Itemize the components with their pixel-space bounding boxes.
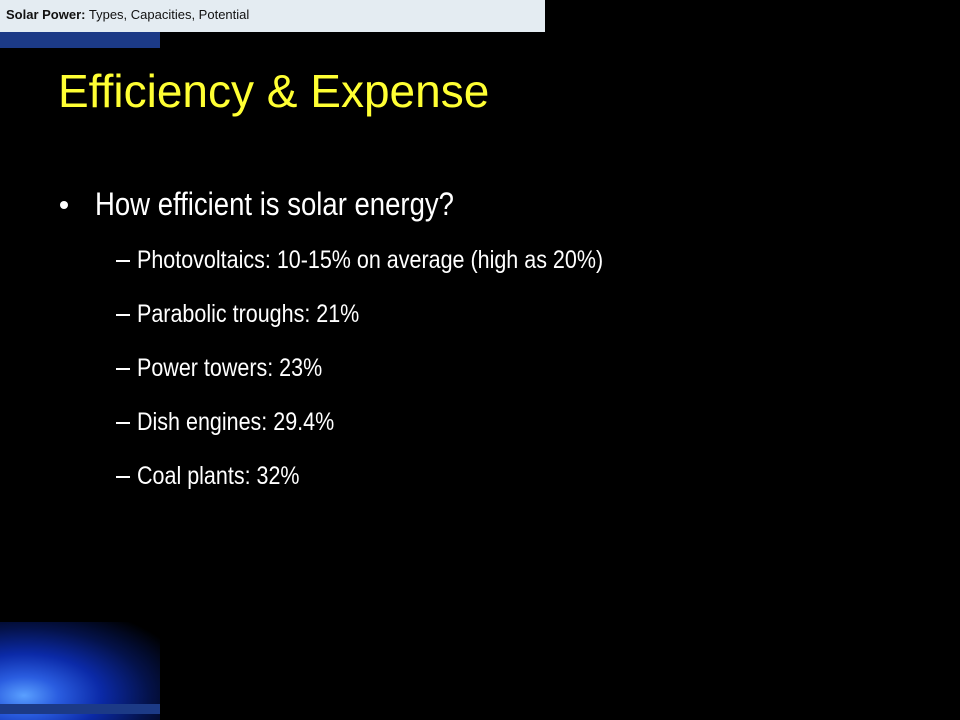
sub-dash: [116, 260, 130, 262]
sub-dash: [116, 368, 130, 370]
solar-image: [0, 622, 160, 720]
sub-dash: [116, 476, 130, 478]
sub-text: Parabolic troughs: 21%: [137, 300, 360, 328]
bullet-text: How efficient is solar energy?: [95, 186, 454, 222]
bullet-dot: [60, 201, 68, 209]
header-text: Solar Power: Types, Capacities, Potentia…: [6, 7, 249, 22]
slide-title: Efficiency & Expense: [58, 65, 490, 117]
sub-text: Power towers: 23%: [137, 354, 323, 382]
header-bold: Solar Power:: [6, 7, 86, 22]
sub-text: Dish engines: 29.4%: [137, 408, 335, 436]
header-bar: Solar Power: Types, Capacities, Potentia…: [0, 0, 545, 32]
header-rest: Types, Capacities, Potential: [88, 7, 250, 22]
sub-dash: [116, 422, 130, 424]
accent-strip-bottom: [0, 704, 160, 714]
sub-dash: [116, 314, 130, 316]
accent-strip: [0, 32, 160, 48]
sub-text: Photovoltaics: 10-15% on average (high a…: [137, 246, 604, 274]
sub-text: Coal plants: 32%: [137, 462, 300, 490]
